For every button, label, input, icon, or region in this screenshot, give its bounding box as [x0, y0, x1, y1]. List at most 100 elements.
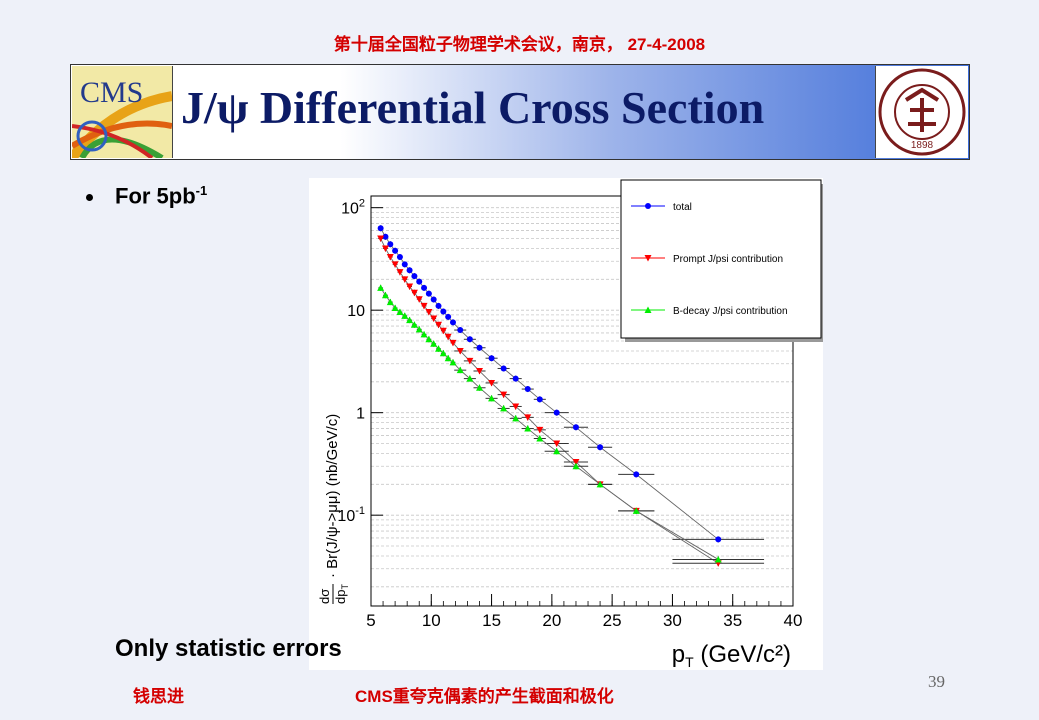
data-point	[632, 507, 640, 514]
legend-label: total	[673, 202, 692, 213]
data-point	[416, 278, 423, 285]
data-point	[421, 284, 428, 291]
cms-logo-text: CMS	[80, 76, 143, 109]
footer-author: 钱思进	[133, 687, 184, 706]
legend-marker	[645, 203, 651, 209]
data-point	[476, 384, 484, 391]
data-point	[456, 347, 464, 355]
data-point	[435, 345, 443, 352]
data-point	[488, 379, 496, 387]
data-point	[440, 308, 447, 315]
data-point	[425, 335, 433, 343]
data-point	[377, 225, 384, 232]
data-point	[396, 308, 404, 315]
plot-frame	[370, 195, 794, 607]
y-axis-label: dσ dpT· Br(J/ψ->μμ) (nb/GeV/c)	[317, 414, 350, 604]
legend-marker	[644, 306, 652, 313]
x-tick-label: 15	[482, 611, 501, 630]
legend-label: B-decay J/psi contribution	[673, 306, 788, 317]
data-point	[456, 366, 464, 374]
data-point	[597, 444, 604, 451]
data-point	[488, 355, 495, 362]
y-tick-label: 1	[356, 406, 365, 423]
data-point	[401, 261, 408, 268]
data-point	[381, 245, 389, 252]
seal-year: 1898	[911, 140, 934, 151]
data-point	[476, 344, 483, 351]
legend-label: Prompt J/psi contribution	[673, 254, 783, 265]
y-tick-label: 10	[347, 303, 365, 320]
data-point	[439, 327, 447, 335]
data-point	[500, 365, 507, 372]
data-point	[392, 247, 399, 254]
data-point	[381, 291, 389, 299]
data-point	[466, 336, 473, 343]
data-point	[386, 254, 394, 261]
data-point	[430, 296, 437, 303]
data-point	[439, 349, 447, 357]
data-point	[715, 536, 722, 543]
data-point	[457, 327, 464, 334]
bullet-text: For 5pb	[115, 183, 196, 209]
conference-header: 第十届全国粒子物理学术会议，南京， 27-4-2008	[333, 35, 706, 54]
footer-topic: CMS重夸克偶素的产生截面和极化	[355, 687, 614, 706]
data-point	[401, 312, 409, 319]
data-point	[425, 290, 432, 297]
data-point	[500, 391, 508, 399]
data-point	[449, 358, 457, 366]
data-point	[536, 426, 544, 434]
data-point	[524, 414, 532, 421]
page-number: 39	[928, 672, 945, 691]
data-point	[449, 339, 457, 347]
university-seal: 1898	[875, 66, 968, 158]
x-tick-label: 30	[663, 611, 682, 630]
data-point	[391, 304, 399, 312]
data-point	[536, 396, 543, 403]
data-point	[512, 403, 520, 410]
y-label-numerator: dσ	[317, 589, 332, 604]
data-point	[445, 313, 452, 320]
data-point	[415, 296, 423, 303]
data-point	[430, 340, 438, 347]
data-point	[444, 354, 452, 362]
data-point	[420, 302, 428, 310]
x-tick-label: 5	[366, 611, 375, 630]
data-point	[396, 269, 404, 276]
data-point	[406, 267, 413, 274]
data-point	[476, 368, 484, 375]
data-point	[401, 276, 409, 283]
data-point	[430, 315, 438, 322]
bullet-dot	[86, 194, 93, 202]
data-point	[500, 404, 508, 412]
data-point	[377, 235, 385, 243]
data-point	[553, 440, 561, 448]
x-axis-label: pT (GeV/c²)	[672, 641, 791, 670]
data-point	[382, 233, 389, 240]
data-point	[396, 254, 403, 261]
data-point	[444, 333, 452, 341]
x-tick-label: 20	[542, 611, 561, 630]
data-point	[435, 302, 442, 309]
data-point	[572, 462, 580, 470]
y-label-main: · Br(J/ψ->μμ) (nb/GeV/c)	[324, 414, 341, 578]
x-tick-label: 25	[603, 611, 622, 630]
data-point	[572, 459, 580, 466]
data-point	[420, 330, 428, 338]
data-point	[435, 321, 443, 329]
x-tick-label: 10	[422, 611, 441, 630]
data-point	[553, 409, 560, 416]
bullet-luminosity: For 5pb-1	[86, 183, 207, 209]
data-point	[386, 298, 394, 306]
data-point	[536, 434, 544, 442]
x-tick-label: 40	[784, 611, 803, 630]
data-point	[406, 316, 414, 324]
data-point	[410, 289, 418, 297]
data-point	[377, 284, 385, 291]
data-point	[524, 386, 531, 393]
data-point	[466, 357, 474, 365]
cms-logo: CMS	[68, 66, 173, 162]
data-point	[596, 480, 604, 488]
data-point	[524, 425, 532, 432]
data-point	[714, 555, 722, 563]
